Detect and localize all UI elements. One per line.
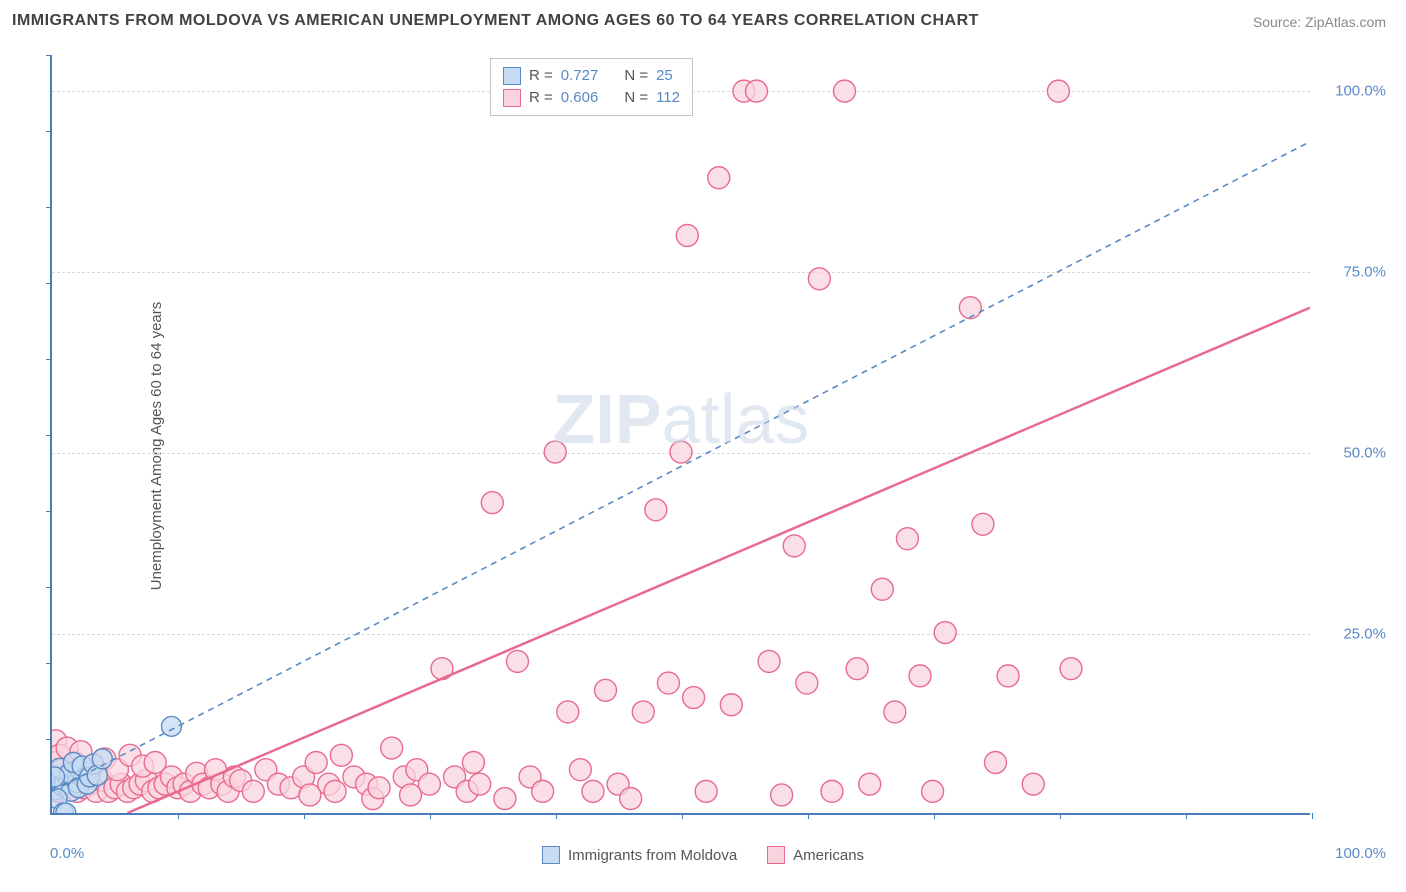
legend-label-series2: Americans (793, 847, 864, 864)
legend-item-series2: Americans (767, 846, 864, 864)
legend-swatch-series2 (503, 89, 521, 107)
legend-r-label-1: R = (529, 65, 553, 87)
correlation-legend: R = 0.727 N = 25 R = 0.606 N = 112 (490, 58, 693, 116)
chart-title: IMMIGRANTS FROM MOLDOVA VS AMERICAN UNEM… (12, 12, 979, 30)
x-axis-tick-right: 100.0% (1335, 845, 1386, 862)
legend-swatch-bottom-1 (542, 846, 560, 864)
x-axis-tick-left: 0.0% (50, 845, 84, 862)
legend-row-series1: R = 0.727 N = 25 (503, 65, 680, 87)
y-axis-tick-label: 75.0% (1343, 264, 1386, 281)
source-attribution: Source: ZipAtlas.com (1253, 14, 1386, 30)
legend-r-label-2: R = (529, 87, 553, 109)
plot-area: ZIPatlas (50, 55, 1310, 815)
legend-item-series1: Immigrants from Moldova (542, 846, 737, 864)
legend-row-series2: R = 0.606 N = 112 (503, 87, 680, 109)
scatter-chart-svg (52, 55, 1310, 813)
y-axis-tick-label: 25.0% (1343, 626, 1386, 643)
legend-label-series1: Immigrants from Moldova (568, 847, 737, 864)
y-axis-tick-label: 50.0% (1343, 445, 1386, 462)
legend-n-value-2: 112 (656, 87, 680, 109)
y-axis-tick-label: 100.0% (1335, 83, 1386, 100)
legend-n-label-2: N = (624, 87, 648, 109)
legend-r-value-1: 0.727 (561, 65, 599, 87)
legend-n-value-1: 25 (656, 65, 673, 87)
series-legend: Immigrants from Moldova Americans (542, 846, 864, 864)
legend-r-value-2: 0.606 (561, 87, 599, 109)
legend-swatch-bottom-2 (767, 846, 785, 864)
legend-swatch-series1 (503, 67, 521, 85)
legend-n-label-1: N = (624, 65, 648, 87)
